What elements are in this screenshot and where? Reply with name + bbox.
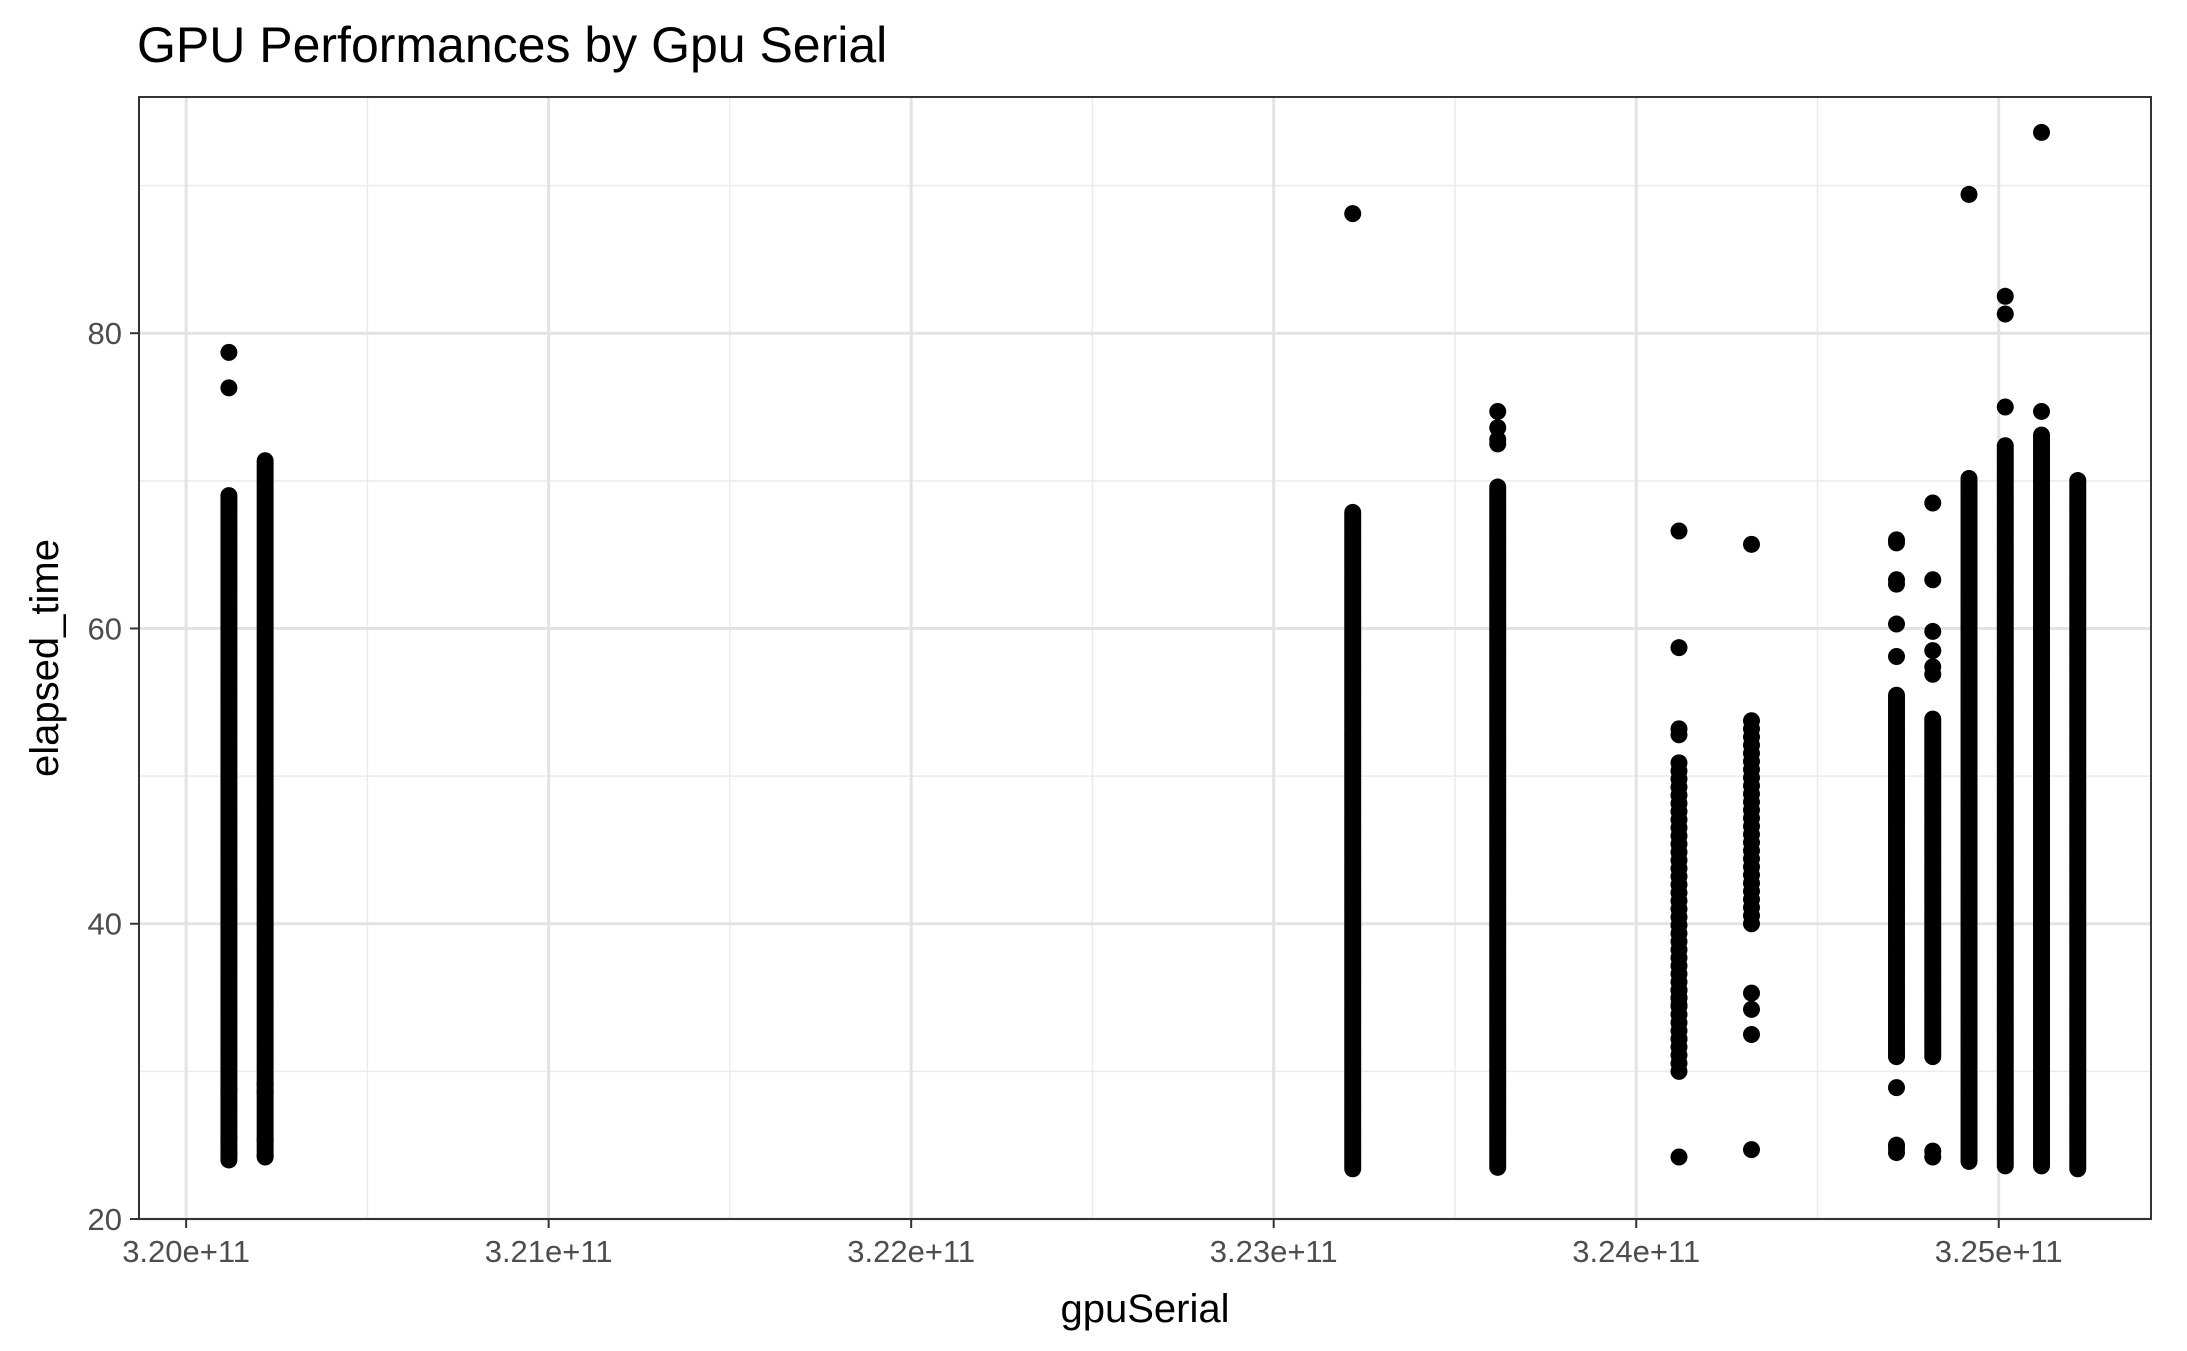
data-point-outlier — [1924, 642, 1942, 660]
serial-cluster — [1924, 494, 1942, 1166]
x-tick-label: 3.21e+11 — [485, 1234, 613, 1269]
data-point-outlier — [220, 1129, 238, 1147]
data-point-outlier — [2033, 402, 2051, 420]
data-point-outlier — [220, 343, 238, 361]
data-point-outlier — [1670, 726, 1688, 744]
serial-cluster — [1344, 205, 1362, 1178]
data-point-outlier — [220, 1082, 238, 1100]
data-point-outlier — [1888, 1079, 1906, 1097]
data-point-outlier — [1743, 535, 1761, 553]
serial-cluster — [256, 452, 274, 1166]
data-point — [1996, 437, 2014, 455]
data-point-outlier — [1924, 494, 1942, 512]
y-tick-label: 20 — [88, 1202, 122, 1237]
data-point — [2033, 426, 2051, 444]
y-tick-label: 60 — [88, 611, 122, 646]
data-point-outlier — [1888, 648, 1906, 666]
data-point — [1960, 469, 1978, 487]
serial-cluster — [2033, 123, 2051, 1175]
data-point-outlier — [1996, 305, 2014, 323]
serial-cluster — [1743, 535, 1761, 1159]
x-tick-label: 3.20e+11 — [122, 1234, 250, 1269]
data-point — [1344, 503, 1362, 521]
serial-cluster — [1670, 522, 1688, 1166]
data-point-outlier — [1743, 984, 1761, 1002]
y-tick-label: 80 — [88, 316, 122, 351]
data-point — [1489, 478, 1507, 496]
serial-cluster — [1489, 402, 1507, 1176]
data-points — [220, 123, 2087, 1178]
data-point-outlier — [1670, 996, 1688, 1014]
data-point-outlier — [1888, 534, 1906, 552]
data-point-outlier — [1670, 522, 1688, 540]
data-point — [256, 452, 274, 470]
data-point-outlier — [1924, 665, 1942, 683]
serial-cluster — [1996, 287, 2014, 1175]
data-point-outlier — [1489, 402, 1507, 420]
y-tick-label: 40 — [88, 907, 122, 942]
data-point-outlier — [1888, 615, 1906, 633]
data-point-outlier — [1924, 571, 1942, 589]
chart-title: GPU Performances by Gpu Serial — [137, 17, 887, 73]
data-point-outlier — [1670, 1030, 1688, 1048]
data-point — [1924, 710, 1942, 728]
data-point-outlier — [1888, 1144, 1906, 1162]
data-point-outlier — [1489, 419, 1507, 437]
data-point-outlier — [220, 1144, 238, 1162]
y-axis-ticks: 20 40 60 80 — [88, 316, 139, 1237]
data-point-outlier — [1344, 205, 1362, 223]
data-point-outlier — [1670, 1148, 1688, 1166]
serial-cluster — [1960, 185, 1978, 1170]
x-axis-ticks: 3.20e+11 3.21e+11 3.22e+11 3.23e+11 3.24e+11… — [122, 1219, 2063, 1269]
x-tick-label: 3.23e+11 — [1210, 1234, 1338, 1269]
plot-panel — [139, 97, 2151, 1219]
data-point-outlier — [1924, 1148, 1942, 1166]
x-tick-label: 3.24e+11 — [1572, 1234, 1700, 1269]
data-point-outlier — [1924, 622, 1942, 640]
data-point-outlier — [1996, 287, 2014, 305]
data-point-outlier — [2033, 123, 2051, 141]
panel-border — [138, 96, 2152, 1220]
data-point-outlier — [1960, 185, 1978, 203]
data-point — [1670, 754, 1688, 772]
data-point-outlier — [1743, 1025, 1761, 1043]
x-tick-label: 3.25e+11 — [1935, 1234, 2063, 1269]
data-point-outlier — [1888, 575, 1906, 593]
serial-cluster — [2069, 472, 2087, 1178]
data-point — [1743, 712, 1761, 730]
data-point-outlier — [1996, 398, 2014, 416]
data-point-outlier — [220, 379, 238, 397]
data-point-outlier — [1489, 435, 1507, 453]
data-point-outlier — [1670, 639, 1688, 657]
serial-cluster — [220, 343, 238, 1169]
y-axis-title: elapsed_time — [23, 539, 67, 777]
grid-lines — [139, 97, 2151, 1221]
serial-cluster — [1888, 531, 1906, 1162]
data-point-outlier — [1743, 1141, 1761, 1159]
data-point — [2069, 472, 2087, 490]
data-point-outlier — [256, 1147, 274, 1165]
x-axis-title: gpuSerial — [1060, 1287, 1229, 1331]
data-point-outlier — [1743, 1000, 1761, 1018]
data-point-outlier — [256, 1130, 274, 1148]
data-point — [220, 487, 238, 505]
data-point-outlier — [256, 1083, 274, 1101]
data-point — [1888, 686, 1906, 704]
x-tick-label: 3.22e+11 — [847, 1234, 975, 1269]
